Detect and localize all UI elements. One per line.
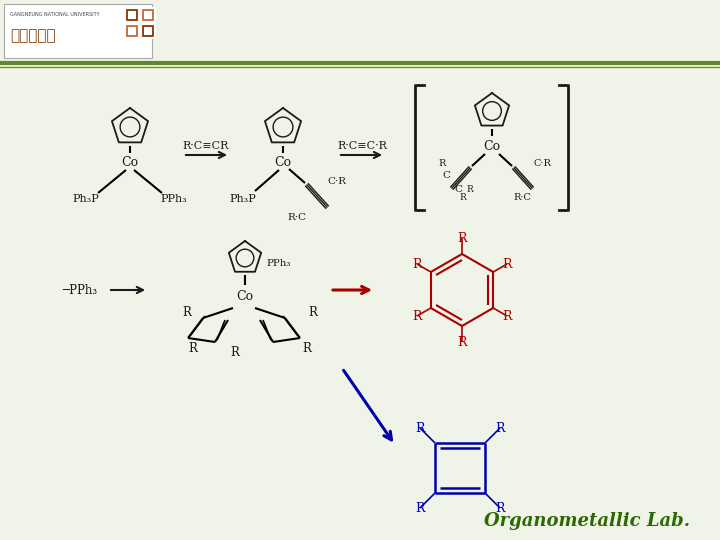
Text: 강릉대학교: 강릉대학교 [10,29,55,44]
Bar [128,27,136,35]
Bar [144,27,152,35]
Bar [141,8,155,22]
FancyBboxPatch shape [4,4,152,58]
Text: Co: Co [274,156,292,168]
Text: Co: Co [236,291,253,303]
Text: R: R [183,307,192,320]
Text: R·C: R·C [513,193,531,202]
Text: R: R [457,335,467,348]
Bar [128,11,136,19]
Bar [141,24,155,38]
Bar [144,11,152,19]
Text: R: R [189,341,197,354]
Text: R: R [503,258,512,271]
Bar [125,24,139,38]
Text: R: R [457,232,467,245]
Text: Ph₃P: Ph₃P [73,194,99,204]
Text: R·C≡C·R: R·C≡C·R [337,141,387,151]
Text: PPh₃: PPh₃ [266,260,292,268]
Text: Ph₃P: Ph₃P [230,194,256,204]
Text: Organometallic Lab.: Organometallic Lab. [484,512,690,530]
Bar [125,8,139,22]
Text: R: R [503,309,512,322]
Text: C: C [454,186,462,194]
Text: R: R [459,193,467,202]
Text: GANGNEUNG NATIONAL UNIVERSITY: GANGNEUNG NATIONAL UNIVERSITY [10,11,99,17]
Text: R: R [495,502,505,515]
Text: Co: Co [122,156,138,168]
Text: C·R: C·R [328,177,346,186]
Text: R: R [415,502,425,515]
Text: ─PPh₃: ─PPh₃ [62,284,97,296]
Text: R: R [413,258,422,271]
Text: R·C: R·C [287,213,307,221]
Text: R·C≡CR: R·C≡CR [183,141,229,151]
Text: R: R [309,307,318,320]
Text: R: R [415,422,425,435]
Text: R: R [230,346,240,359]
Text: Co: Co [483,139,500,152]
Text: PPh₃: PPh₃ [161,194,187,204]
Text: R: R [413,309,422,322]
Text: R: R [467,186,473,194]
Text: C: C [442,172,450,180]
Text: C·R: C·R [533,159,551,168]
Text: R: R [495,422,505,435]
Text: R: R [438,159,446,168]
Text: R: R [302,341,312,354]
